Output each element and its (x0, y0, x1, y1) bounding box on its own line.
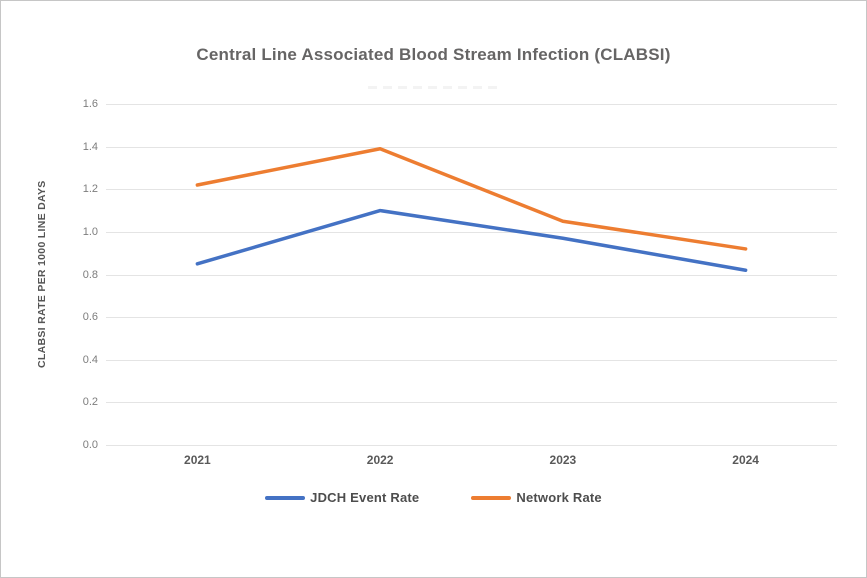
legend-line-swatch (471, 495, 512, 500)
gridline (106, 104, 837, 105)
y-tick-label: 0.4 (82, 353, 98, 366)
x-tick-labels: 2021 2022 2023 2024 (106, 453, 837, 473)
x-tick-label: 2023 (549, 453, 577, 467)
legend-item: JDCH Event Rate (265, 490, 419, 505)
series-line (195, 147, 748, 251)
gridline (106, 146, 837, 148)
y-tick-label: 0.6 (82, 311, 98, 324)
gridline (106, 445, 837, 446)
gridline (106, 274, 837, 276)
y-tick-label: 1.2 (82, 183, 98, 196)
gridline (106, 317, 837, 319)
gridline (106, 402, 837, 404)
x-tick-label: 2022 (366, 453, 394, 467)
y-axis-title: CLABSI RATE PER 1000 LINE DAYS (36, 180, 48, 369)
y-tick-label: 0.2 (82, 396, 98, 409)
x-tick-label: 2021 (184, 453, 211, 467)
gridline (106, 359, 837, 361)
y-tick-label: 1.0 (82, 225, 98, 238)
legend-label: Network Rate (516, 490, 602, 505)
legend-line-swatch (265, 495, 306, 500)
x-tick-label: 2024 (732, 453, 759, 467)
y-tick-label: 0.0 (82, 439, 98, 451)
faint-ghost-subtitle (367, 86, 500, 89)
chart-title: Central Line Associated Blood Stream Inf… (196, 45, 671, 64)
y-tick-labels: 0.0 0.2 0.4 0.6 0.8 1.0 1.2 1.4 1.6 (58, 98, 98, 451)
y-tick-label: 0.8 (82, 268, 98, 281)
plot-area (106, 104, 837, 446)
gridline (106, 189, 837, 191)
series-svg (195, 147, 748, 272)
series-line (195, 208, 748, 272)
gridline (106, 231, 837, 233)
y-tick-label: 1.4 (82, 140, 98, 153)
legend: JDCH Event Rate Network Rate (1, 490, 866, 505)
legend-label: JDCH Event Rate (310, 490, 420, 505)
y-tick-label: 1.6 (82, 98, 98, 110)
legend-item: Network Rate (471, 490, 602, 505)
